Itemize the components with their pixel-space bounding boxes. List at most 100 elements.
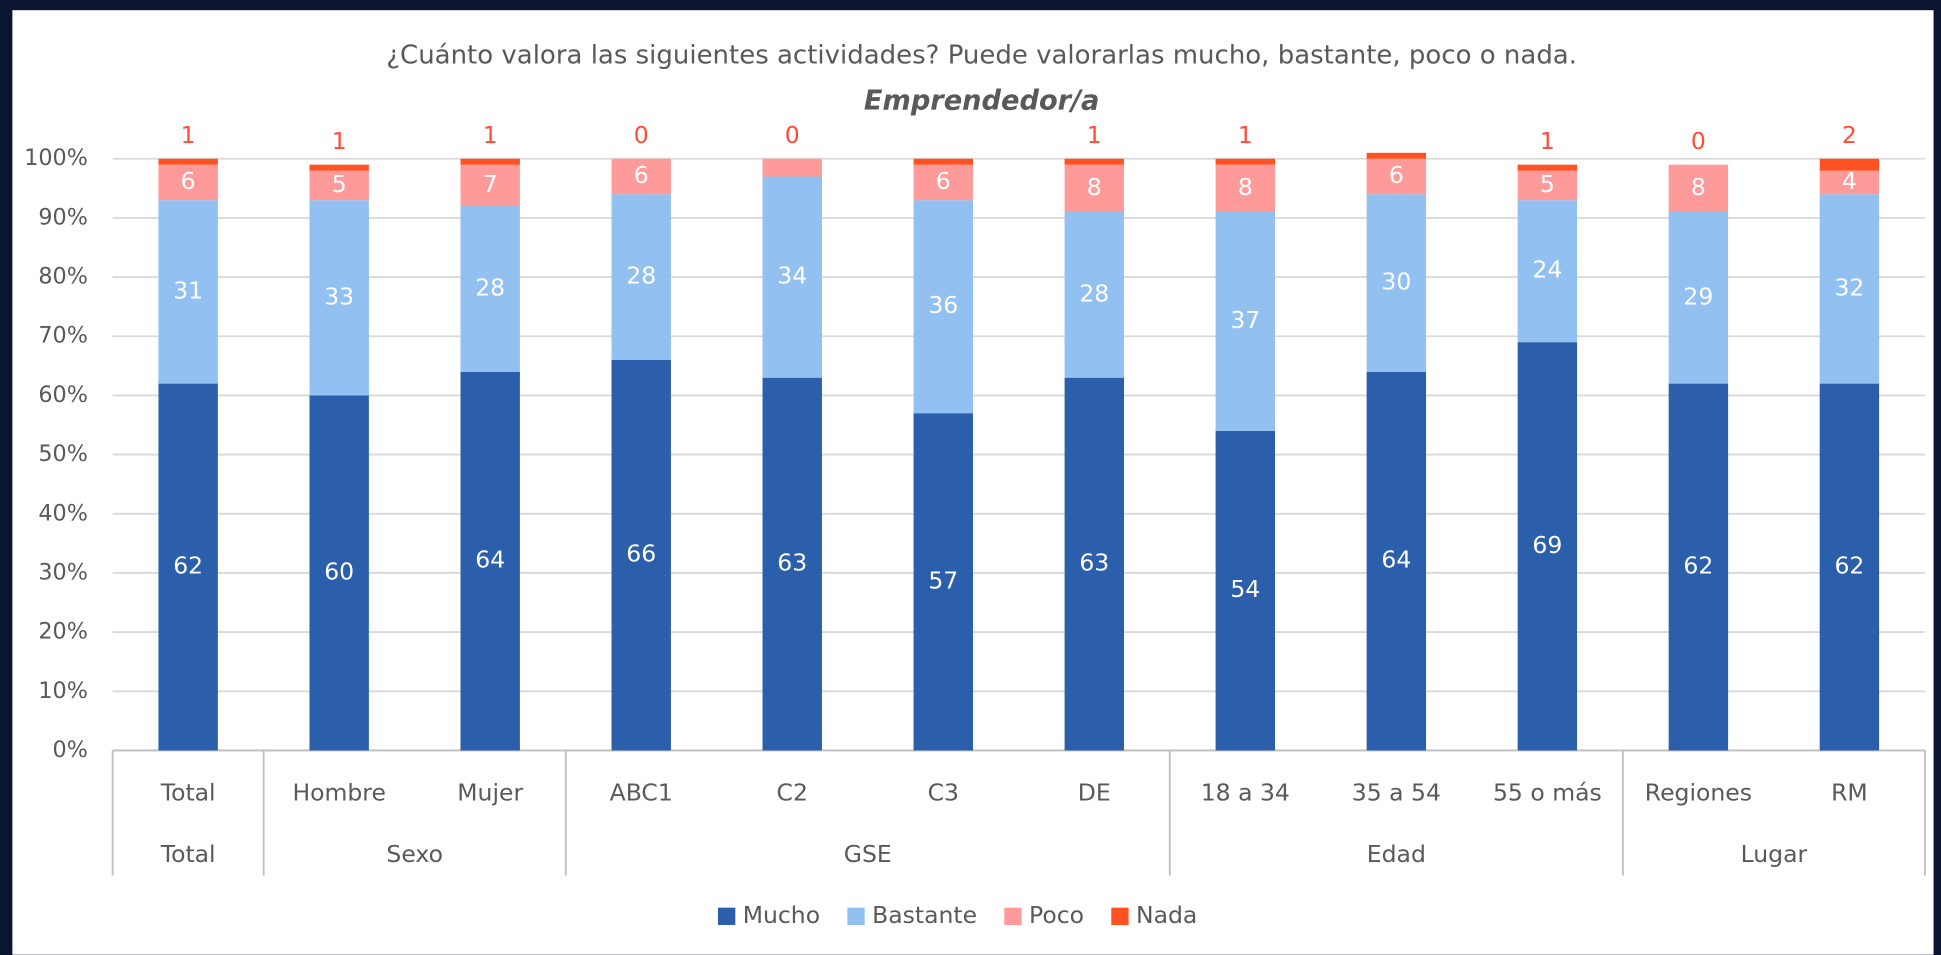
bar-segment [1668,164,1729,212]
data-label: 1 [1087,121,1102,149]
bar-segment [913,164,973,201]
data-label: 28 [475,273,505,301]
bar-segment [460,158,520,165]
data-label: 57 [928,566,958,594]
y-tick-label: 20% [38,619,88,645]
data-label: 37 [1230,306,1260,334]
data-label: 5 [332,170,347,198]
bar-segment [1064,158,1124,165]
bar-segment [1215,158,1276,165]
data-label: 24 [1532,256,1562,284]
group-label: GSE [844,840,892,868]
bar-segment [1517,170,1578,201]
x-tick-label: Total [160,778,216,806]
group-label: Total [160,840,216,868]
x-tick-label: 35 a 54 [1352,778,1441,806]
bar-segment [1366,158,1427,195]
bar-segment [460,371,520,751]
bar-segment [309,395,369,751]
panel [12,10,1934,955]
bar-segment [1366,371,1427,751]
legend-label: Mucho [743,901,820,929]
data-label: 2 [1842,121,1857,149]
bar-segment [309,164,369,171]
bar-segment [158,158,218,165]
y-tick-label: 10% [38,678,88,704]
x-tick-label: ABC1 [610,778,673,806]
bar-segment [1668,211,1729,384]
bar-segment [1215,164,1276,212]
bar-segment [1819,158,1880,171]
bar-segment [1819,383,1880,751]
data-label: 1 [1540,127,1555,155]
chart-title: ¿Cuánto valora las siguientes actividade… [386,41,1577,71]
data-label: 0 [785,121,800,149]
data-label: 54 [1230,575,1260,603]
y-tick-label: 70% [38,323,88,349]
y-tick-label: 40% [38,500,88,526]
data-label: 64 [475,546,505,574]
bar-segment [913,200,973,414]
data-label: 62 [173,552,203,580]
data-label: 28 [1079,279,1109,307]
x-tick-label: Hombre [292,778,385,806]
data-label: 30 [1381,268,1411,296]
x-tick-label: 55 o más [1493,778,1602,806]
bar-segment [1517,342,1578,751]
bar-segment [309,170,369,201]
y-tick-label: 30% [38,559,88,585]
bar-segment [1064,164,1124,212]
bar-segment [913,158,973,165]
bar-segment [460,206,520,372]
data-label: 69 [1532,531,1562,559]
y-tick-label: 80% [38,264,88,290]
data-label: 5 [1540,170,1555,198]
data-label: 7 [483,170,498,198]
legend-label: Bastante [872,901,977,929]
bar-segment [1819,194,1880,384]
data-label: 36 [928,291,958,319]
group-label: Sexo [386,840,443,868]
data-label: 8 [1691,173,1706,201]
data-label: 60 [324,557,354,585]
data-label: 32 [1834,273,1864,301]
bar-segment [158,383,218,751]
bar-segment [1366,194,1427,372]
data-label: 63 [777,549,807,577]
y-tick-label: 100% [24,145,88,171]
data-label: 0 [634,121,649,149]
data-label: 33 [324,282,354,310]
data-label: 4 [1842,167,1857,195]
data-label: 34 [777,262,807,290]
x-tick-label: C2 [777,778,808,806]
y-tick-label: 60% [38,382,88,408]
data-label: 1 [332,127,347,155]
data-label: 6 [1389,161,1404,189]
bar-segment [611,194,671,360]
bar-segment [1819,170,1880,195]
bar-segment [611,158,671,195]
y-tick-label: 0% [53,737,88,763]
bar-segment [158,164,218,201]
legend-label: Nada [1136,901,1197,929]
x-tick-label: C3 [928,778,959,806]
bar-segment [1366,152,1427,159]
legend-swatch [1111,907,1129,925]
legend-swatch [1004,907,1022,925]
data-label: 8 [1238,173,1253,201]
bar-segment [762,377,822,751]
data-label: 1 [483,121,498,149]
bar-segment [762,158,822,177]
bar-segment [309,200,369,396]
chart-subtitle: Emprendedor/a [864,85,1100,116]
data-label: 62 [1834,552,1864,580]
data-label: 29 [1683,282,1713,310]
bar-segment [611,359,671,751]
data-label: 63 [1079,549,1109,577]
data-label: 0 [1691,127,1706,155]
data-label: 6 [936,167,951,195]
data-label: 62 [1683,552,1713,580]
x-tick-label: DE [1078,778,1111,806]
